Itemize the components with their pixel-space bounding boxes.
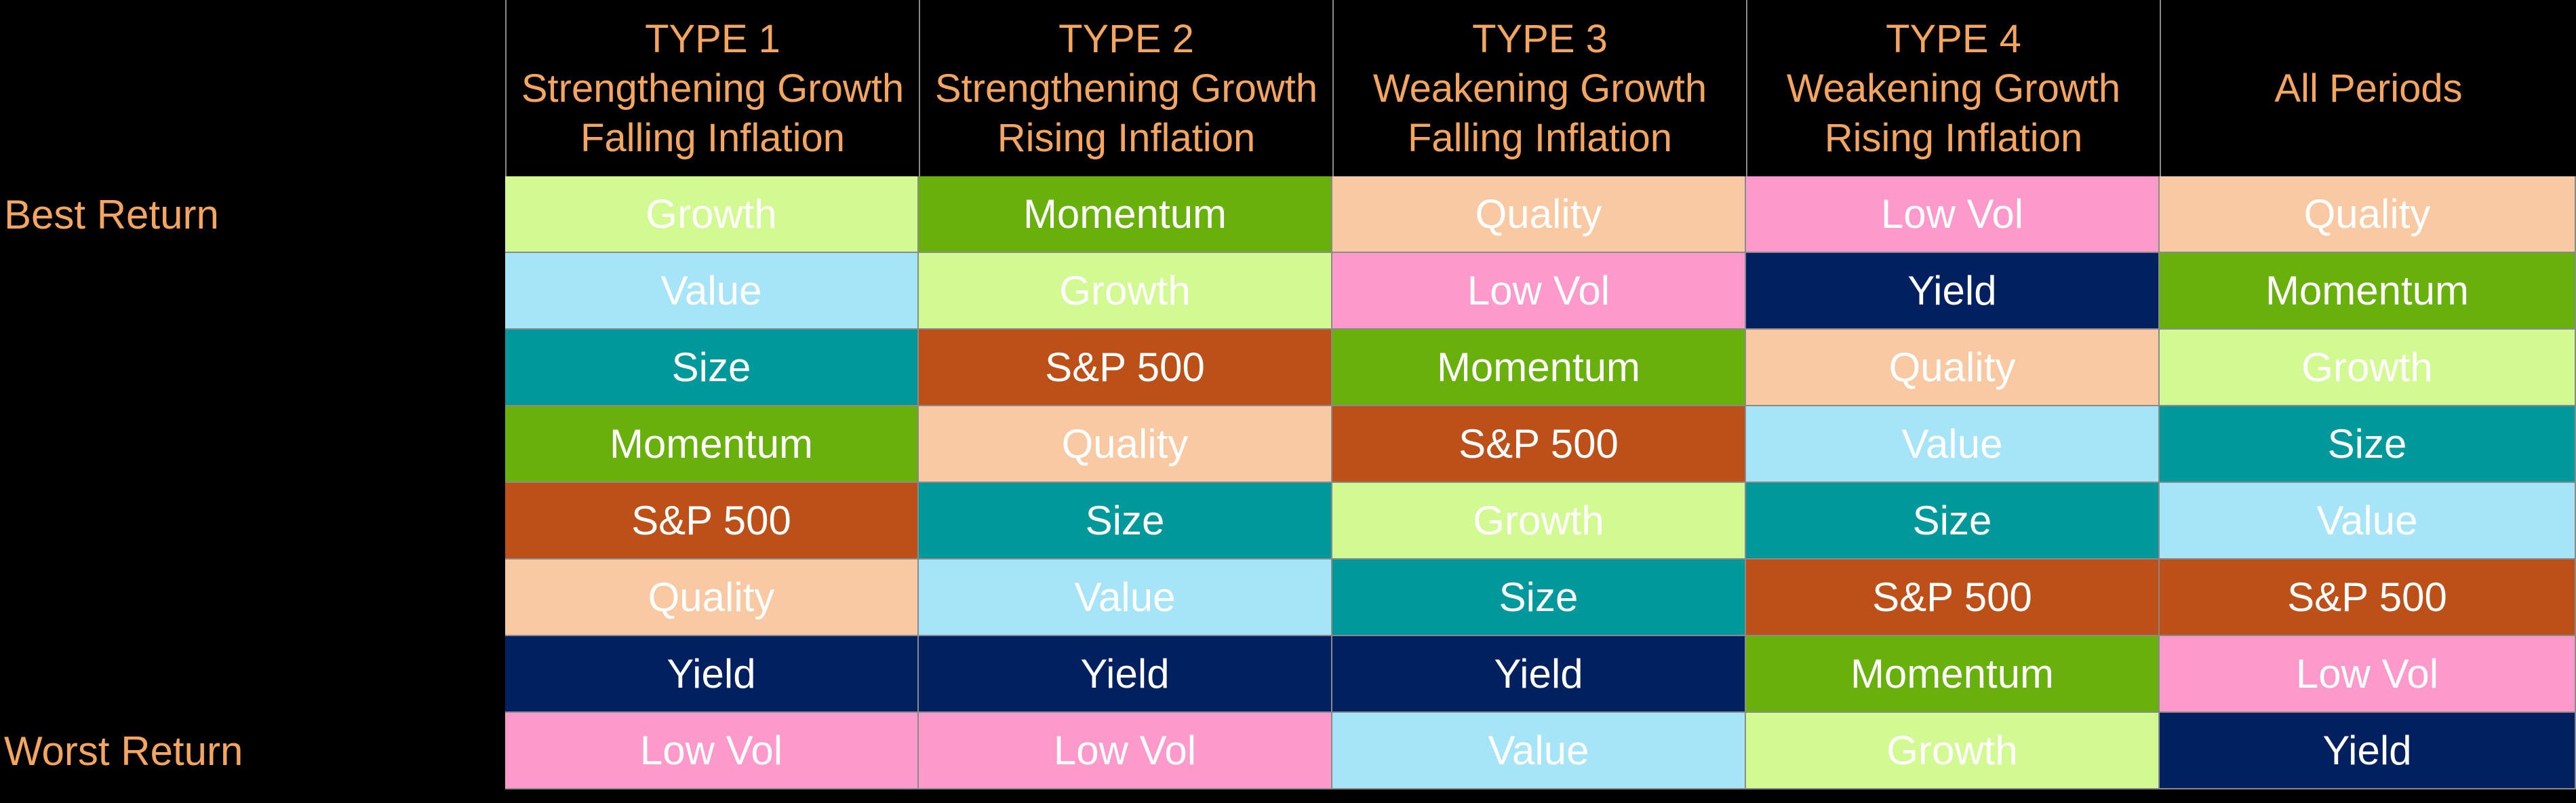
factor-cell-growth: Growth <box>505 176 919 253</box>
row-label-blank <box>0 636 505 713</box>
best-return-label: Best Return <box>4 192 219 237</box>
factor-cell-sandp-500: S&P 500 <box>1332 406 1746 483</box>
factor-cell-momentum: Momentum <box>1746 636 2160 713</box>
row-label-blank <box>0 560 505 636</box>
factor-cell-size: Size <box>2160 406 2576 483</box>
row-label-blank <box>0 253 505 330</box>
factor-cell-quality: Quality <box>2160 176 2576 253</box>
factor-cell-quality: Quality <box>1746 330 2160 406</box>
row-label-blank <box>0 483 505 560</box>
column-header-5: All Periods <box>2160 0 2576 176</box>
column-header-line: All Periods <box>2274 66 2463 111</box>
factor-cell-quality: Quality <box>1332 176 1746 253</box>
factor-cell-momentum: Momentum <box>2160 253 2576 330</box>
column-header-4: TYPE 4 Weakening Growth Rising Inflation <box>1746 0 2160 176</box>
factor-cell-yield: Yield <box>919 636 1332 713</box>
factor-cell-yield: Yield <box>505 636 919 713</box>
factor-cell-quality: Quality <box>919 406 1332 483</box>
column-header-line: Falling Inflation <box>580 115 846 160</box>
row-label-blank <box>0 406 505 483</box>
column-header-1: TYPE 1 Strengthening Growth Falling Inflat… <box>505 0 919 176</box>
factor-cell-low-vol: Low Vol <box>1332 253 1746 330</box>
factor-cell-size: Size <box>919 483 1332 560</box>
factor-cell-yield: Yield <box>1746 253 2160 330</box>
factor-cell-size: Size <box>1332 560 1746 636</box>
factor-cell-growth: Growth <box>919 253 1332 330</box>
column-header-line: TYPE 2 <box>1058 16 1194 61</box>
factor-cell-low-vol: Low Vol <box>919 713 1332 789</box>
factor-cell-low-vol: Low Vol <box>2160 636 2576 713</box>
factor-cell-value: Value <box>505 253 919 330</box>
column-header-line: Rising Inflation <box>997 115 1256 160</box>
factor-cell-growth: Growth <box>2160 330 2576 406</box>
factor-cell-low-vol: Low Vol <box>505 713 919 789</box>
factor-cell-value: Value <box>919 560 1332 636</box>
factor-cell-yield: Yield <box>1332 636 1746 713</box>
worst-return-label: Worst Return <box>4 728 243 774</box>
factor-cell-value: Value <box>1746 406 2160 483</box>
factor-cell-sandp-500: S&P 500 <box>505 483 919 560</box>
factor-cell-momentum: Momentum <box>919 176 1332 253</box>
column-header-line: Strengthening Growth <box>934 66 1318 111</box>
factor-cell-growth: Growth <box>1332 483 1746 560</box>
column-header-line: Rising Inflation <box>1824 115 2083 160</box>
row-label-blank <box>0 330 505 406</box>
factor-cell-sandp-500: S&P 500 <box>1746 560 2160 636</box>
column-header-line: TYPE 1 <box>645 16 780 61</box>
factor-cell-growth: Growth <box>1746 713 2160 789</box>
column-header-line: Weakening Growth <box>1372 66 1707 111</box>
factor-cell-value: Value <box>2160 483 2576 560</box>
factor-cell-low-vol: Low Vol <box>1746 176 2160 253</box>
column-header-3: TYPE 3 Weakening Growth Falling Inflation <box>1332 0 1746 176</box>
column-header-line: Strengthening Growth <box>521 66 905 111</box>
column-header-line: TYPE 3 <box>1472 16 1608 61</box>
factor-cell-quality: Quality <box>505 560 919 636</box>
factor-cell-momentum: Momentum <box>1332 330 1746 406</box>
column-header-line: Weakening Growth <box>1786 66 2121 111</box>
column-header-line: TYPE 4 <box>1886 16 2021 61</box>
factor-cell-sandp-500: S&P 500 <box>2160 560 2576 636</box>
column-header-2: TYPE 2 Strengthening Growth Rising Inflati… <box>919 0 1332 176</box>
factor-cell-value: Value <box>1332 713 1746 789</box>
factor-cell-size: Size <box>505 330 919 406</box>
corner-blank <box>0 0 505 176</box>
factor-cell-yield: Yield <box>2160 713 2576 789</box>
column-header-line: Falling Inflation <box>1407 115 1673 160</box>
factor-cell-size: Size <box>1746 483 2160 560</box>
factor-cell-sandp-500: S&P 500 <box>919 330 1332 406</box>
factor-cell-momentum: Momentum <box>505 406 919 483</box>
